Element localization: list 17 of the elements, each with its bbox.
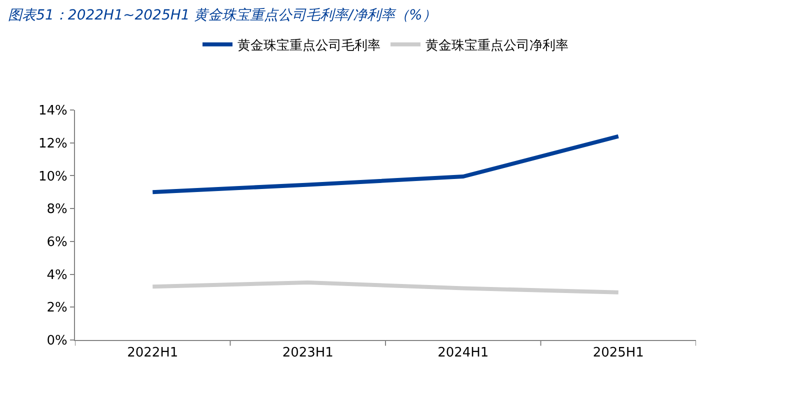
- line-series: [150, 134, 620, 194]
- x-tick-label: 2025H1: [592, 346, 644, 361]
- y-tick-label: 2%: [46, 300, 68, 316]
- chart-title: 图表51：2022H1~2025H1 黄金珠宝重点公司毛利率/净利率（%）: [8, 8, 436, 24]
- legend-label: 黄金珠宝重点公司毛利率: [238, 37, 380, 54]
- y-tick-label: 14%: [38, 104, 68, 119]
- line-series: [150, 280, 620, 294]
- y-tick-label: 8%: [46, 202, 68, 218]
- x-tick-label: 2022H1: [127, 346, 178, 361]
- y-tick-label: 12%: [38, 136, 68, 152]
- y-tick-label: 6%: [46, 234, 68, 250]
- y-tick-label: 4%: [46, 268, 68, 283]
- y-tick-label: 10%: [38, 169, 68, 184]
- x-tick-label: 2023H1: [282, 346, 334, 361]
- legend-label: 黄金珠宝重点公司净利率: [426, 37, 568, 54]
- x-tick-label: 2024H1: [438, 346, 489, 361]
- y-tick-label: 0%: [46, 334, 68, 349]
